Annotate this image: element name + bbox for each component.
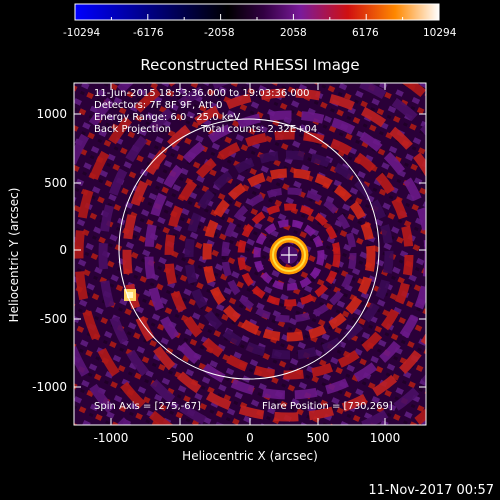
interference-ring — [202, 168, 376, 342]
axis-ticks — [74, 83, 426, 425]
interference-rings — [74, 83, 426, 425]
x-tick-label: 500 — [307, 431, 330, 445]
colorbar-tick-label: 2058 — [280, 27, 307, 39]
y-tick-label: -1000 — [32, 380, 67, 394]
y-tick-label: 1000 — [36, 107, 67, 121]
colorbar-tick-label: -6176 — [133, 27, 164, 39]
time-range: 11-Jun-2015 18:53:36.000 to 19:03:36.000 — [94, 88, 310, 99]
x-tick-label: 1000 — [370, 431, 401, 445]
y-axis-label: Heliocentric Y (arcsec) — [7, 188, 21, 323]
total-counts: Total counts: 2.32E+04 — [200, 124, 317, 135]
colorbar-tick-label: 6176 — [352, 27, 379, 39]
interference-ring — [122, 88, 426, 422]
colorbar-tick-label: 10294 — [423, 27, 457, 39]
spin-axis: Spin Axis = [275,-67] — [94, 401, 201, 412]
interference-ring — [74, 83, 426, 425]
footer-date: 11-Nov-2017 00:57 — [368, 483, 494, 498]
x-axis-label: Heliocentric X (arcsec) — [182, 449, 318, 463]
y-tick-label: 500 — [44, 176, 67, 190]
x-tick-labels: -1000 -500 0 500 1000 — [94, 431, 401, 445]
image-area — [74, 83, 426, 425]
detectors: Detectors: 7F 8F 9F, Att 0 — [94, 100, 222, 111]
interference-ring — [221, 187, 357, 323]
plot-title: Reconstructed RHESSI Image — [140, 56, 359, 74]
x-tick-label: -1000 — [94, 431, 129, 445]
interference-ring — [237, 203, 341, 307]
y-tick-label: -500 — [40, 312, 67, 326]
colorbar-tick-label: -10294 — [63, 27, 101, 39]
solar-limb-circle — [118, 118, 380, 380]
colorbar-tick-label: -2058 — [204, 27, 235, 39]
interference-ring — [98, 83, 426, 425]
interference-ring — [164, 130, 414, 380]
interference-ring — [144, 110, 426, 400]
energy-range: Energy Range: 6.0 - 25.0 keV — [94, 112, 240, 123]
interference-ring — [184, 150, 394, 360]
method: Back Projection — [94, 124, 171, 135]
x-tick-label: 0 — [246, 431, 254, 445]
colorbar: -10294 -6176 -2058 2058 6176 10294 — [63, 3, 457, 39]
interference-ring — [253, 219, 325, 291]
info-block: 11-Jun-2015 18:53:36.000 to 19:03:36.000… — [94, 88, 393, 412]
flare-position: Flare Position = [730,269] — [262, 401, 393, 412]
x-tick-label: -500 — [166, 431, 193, 445]
flare-center-cross — [281, 247, 297, 263]
y-tick-labels: 1000 500 0 -500 -1000 — [32, 107, 67, 394]
y-tick-label: 0 — [59, 243, 67, 257]
